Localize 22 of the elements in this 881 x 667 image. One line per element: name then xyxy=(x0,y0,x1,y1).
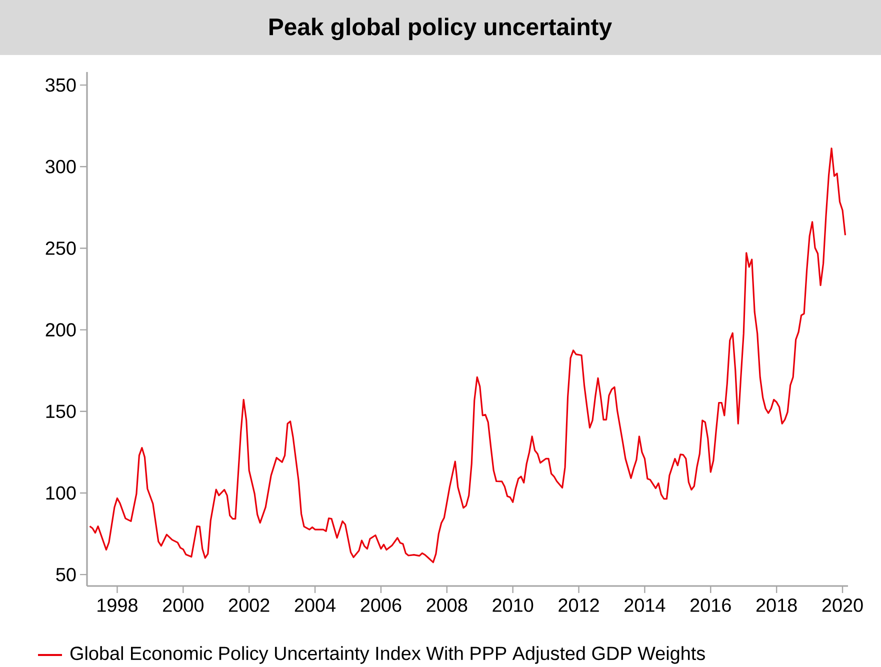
x-tick-label: 2010 xyxy=(492,598,534,612)
x-tick-label: 2004 xyxy=(294,598,336,612)
y-tick-label: 250 xyxy=(46,242,76,255)
x-tick-label: 2012 xyxy=(558,598,599,612)
x-tick-label: 2008 xyxy=(426,598,468,612)
y-tick-label: 300 xyxy=(46,160,76,174)
legend-label: Global Economic Policy Uncertainty Index With PPP Adjusted GDP Weights xyxy=(70,646,705,664)
y-tick-label: 100 xyxy=(46,486,76,500)
x-tick-label: 2000 xyxy=(163,598,204,612)
y-tick-label: 150 xyxy=(46,404,76,418)
x-tick-label: 2002 xyxy=(228,598,270,612)
x-tick-label: 2020 xyxy=(822,598,863,612)
x-tick-label: 2018 xyxy=(756,598,797,612)
line-series xyxy=(88,148,846,564)
x-tick-label: 1998 xyxy=(98,598,138,612)
y-tick-label: 50 xyxy=(56,568,76,582)
x-tick-label: 2006 xyxy=(360,598,402,612)
x-tick-label: 2014 xyxy=(624,598,666,612)
y-tick-label: 200 xyxy=(46,323,76,337)
x-tick-label: 2016 xyxy=(690,598,731,612)
chart-title: Peak global policy uncertainty xyxy=(270,18,612,40)
y-tick-label: 350 xyxy=(46,78,76,92)
